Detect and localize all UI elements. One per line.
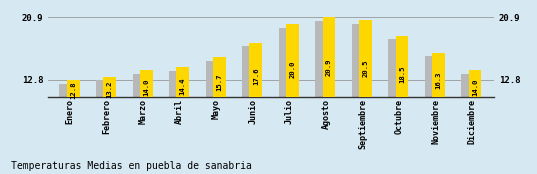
Bar [206, 61, 219, 174]
Bar [279, 28, 292, 174]
Bar [425, 56, 438, 174]
Bar [213, 57, 226, 174]
Bar [242, 46, 255, 174]
Bar [140, 70, 153, 174]
Text: 20.5: 20.5 [362, 59, 368, 77]
Text: 12.8: 12.8 [70, 82, 76, 99]
Text: Temperaturas Medias en puebla de sanabria: Temperaturas Medias en puebla de sanabri… [11, 161, 252, 171]
Text: 20.9: 20.9 [326, 58, 332, 76]
Bar [469, 70, 482, 174]
Bar [250, 42, 262, 174]
Bar [388, 39, 401, 174]
Bar [103, 77, 116, 174]
Text: 14.0: 14.0 [143, 78, 149, 96]
Bar [323, 17, 335, 174]
Bar [96, 80, 109, 174]
Bar [169, 71, 182, 174]
Bar [432, 53, 445, 174]
Bar [396, 35, 408, 174]
Text: 16.3: 16.3 [436, 72, 441, 89]
Text: 18.5: 18.5 [399, 65, 405, 83]
Bar [352, 24, 365, 174]
Text: 14.4: 14.4 [180, 77, 186, 95]
Text: 14.0: 14.0 [472, 78, 478, 96]
Bar [133, 74, 146, 174]
Text: 17.6: 17.6 [253, 68, 259, 85]
Text: 20.0: 20.0 [289, 61, 295, 78]
Bar [286, 24, 299, 174]
Bar [176, 67, 189, 174]
Bar [461, 74, 474, 174]
Text: 15.7: 15.7 [216, 73, 222, 91]
Bar [359, 20, 372, 174]
Text: 13.2: 13.2 [107, 81, 113, 98]
Bar [60, 84, 72, 174]
Bar [315, 21, 328, 174]
Bar [67, 80, 79, 174]
